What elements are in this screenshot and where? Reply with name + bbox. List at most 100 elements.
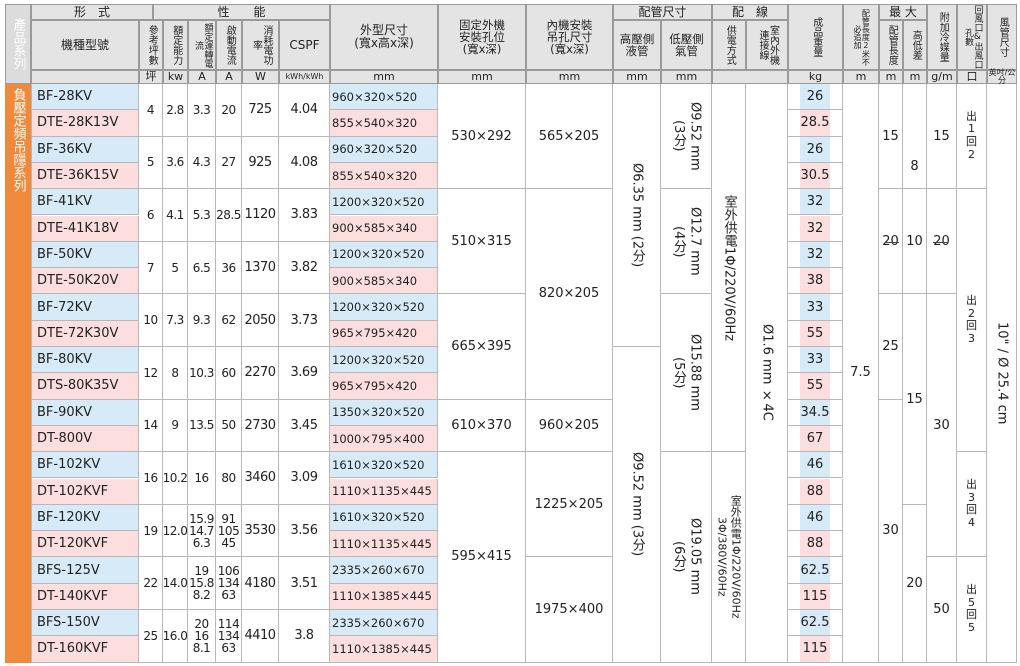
model-cell: DT-160KVF bbox=[31, 636, 139, 663]
weight-cell: 88 bbox=[788, 478, 843, 505]
liquid-pipe-cell: Ø6.35 mm (2分) bbox=[613, 84, 661, 347]
dash-mark bbox=[885, 241, 899, 243]
weight-cell: 32 bbox=[788, 189, 843, 216]
perf-rated-cell: 20 16 8.1 bbox=[188, 610, 216, 663]
perf-cspf-cell: 4.08 bbox=[279, 136, 330, 190]
unit-duct: 英吋/公分 bbox=[987, 67, 1017, 85]
connect-wire-cell-text: Ø1.6 mm ×4C bbox=[759, 324, 775, 422]
perf-cspf-cell: 3.09 bbox=[279, 452, 330, 505]
gas-pipe-cell: Ø9.52 mm (3分) bbox=[661, 84, 712, 190]
unit-liquid: mm bbox=[613, 70, 661, 84]
hang-holes-header: 內機安裝 吊孔尺寸 (寬x深) bbox=[526, 4, 613, 70]
weight-cell: 55 bbox=[788, 373, 843, 400]
weight-cell: 33 bbox=[788, 347, 843, 374]
gas-pipe-cell: Ø15.88 mm (5分) bbox=[661, 294, 712, 453]
perf-cspf-cell: 3.8 bbox=[279, 610, 330, 663]
weight-cell: 67 bbox=[788, 425, 843, 453]
liquid-pipe-cell-text: Ø9.52 mm (3分) bbox=[629, 452, 645, 557]
perf-rated-cell: 10.3 bbox=[188, 347, 216, 400]
model-cell: BF-72KV bbox=[31, 294, 139, 321]
spec-table: 產品系列 負壓定頻吊隱系列 形 式 性 能 機種型號 參考坪數 額定能力 額定運… bbox=[5, 4, 1017, 663]
perf-cap-cell: 16.0 bbox=[163, 610, 188, 663]
fixed-holes-header: 固定外機 安裝孔位 (寬x深) bbox=[438, 4, 526, 70]
gas-pipe-cell: Ø12.7 mm (4分) bbox=[661, 189, 712, 295]
model-cell: BF-36KV bbox=[31, 136, 139, 163]
perf-start-cell: 80 bbox=[216, 452, 242, 505]
fixed-holes-cell: 610×370 bbox=[438, 399, 526, 453]
model-cell: BF-90KV bbox=[31, 399, 139, 426]
perf-cap-cell: 8 bbox=[163, 347, 188, 400]
perf-rated-cell: 15.9 14.7 6.3 bbox=[188, 504, 216, 558]
perf-cspf-cell: 3.69 bbox=[279, 347, 330, 400]
dims-cell: 900×585×340 bbox=[330, 215, 438, 242]
hang-holes-cell: 820×205 bbox=[526, 189, 613, 400]
power-supply-cell-text: 室外供電1Φ/220V/60Hz bbox=[721, 194, 737, 341]
model-cell: DT-120KVF bbox=[31, 531, 139, 558]
liquid-pipe-cell: Ø9.52 mm (3分) bbox=[613, 347, 661, 663]
pipe-max-cell: 25 bbox=[879, 294, 903, 400]
cspf-header: CSPF bbox=[279, 20, 330, 70]
unit-rated: A bbox=[188, 70, 216, 84]
dims-cell: 1110×1135×445 bbox=[330, 478, 438, 505]
weight-cell: 28.5 bbox=[788, 110, 843, 137]
perf-ping-cell: 10 bbox=[139, 294, 163, 347]
unit-wiring-blank bbox=[712, 70, 788, 84]
refrigerant-cell: 15 bbox=[927, 84, 957, 190]
weight-cell: 26 bbox=[788, 136, 843, 163]
perf-power-cell: 3530 bbox=[242, 504, 279, 558]
hang-holes-cell: 1975×400 bbox=[526, 557, 613, 663]
perf-start-cell: 36 bbox=[216, 241, 242, 295]
pipe-max-cell: 15 bbox=[879, 84, 903, 190]
capacity-header: 額定能力 bbox=[163, 20, 188, 70]
perf-power-cell: 3460 bbox=[242, 452, 279, 505]
perf-start-cell: 106 134 63 bbox=[216, 557, 242, 610]
weight-cell: 26 bbox=[788, 84, 843, 111]
refrigerant-header: 附加冷媒量 bbox=[927, 4, 957, 70]
perf-power-cell: 1120 bbox=[242, 189, 279, 242]
weight-cell: 30.5 bbox=[788, 162, 843, 190]
weight-cell: 46 bbox=[788, 504, 843, 532]
weight-cell: 33 bbox=[788, 294, 843, 321]
height-diff-cell: 20 bbox=[903, 504, 927, 663]
dims-cell: 1200×320×520 bbox=[330, 294, 438, 321]
unit-cspf: kWh/kWh bbox=[279, 70, 330, 84]
perf-ping-cell: 16 bbox=[139, 452, 163, 505]
fixed-holes-cell: 595×415 bbox=[438, 452, 526, 663]
model-cell: DTE-72K30V bbox=[31, 320, 139, 347]
weight-cell: 38 bbox=[788, 268, 843, 295]
perf-cap-cell: 7.3 bbox=[163, 294, 188, 347]
unit-pipe-max: m bbox=[879, 70, 903, 84]
perf-cspf-cell: 3.73 bbox=[279, 294, 330, 347]
outline-header: 外型尺寸 (寬x高x深) bbox=[330, 4, 438, 70]
weight-cell: 34.5 bbox=[788, 399, 843, 426]
perf-cap-cell: 2.8 bbox=[163, 84, 188, 137]
height-diff-header: 高低差 bbox=[903, 20, 927, 70]
model-cell: DTS-80K35V bbox=[31, 373, 139, 400]
model-cell: DT-102KVF bbox=[31, 478, 139, 505]
perf-start-cell: 20 bbox=[216, 84, 242, 137]
perf-power-cell: 1370 bbox=[242, 241, 279, 295]
perf-start-cell: 60 bbox=[216, 347, 242, 400]
hang-holes-cell: 960×205 bbox=[526, 399, 613, 453]
perf-cap-cell: 4.1 bbox=[163, 189, 188, 242]
dims-cell: 1000×795×400 bbox=[330, 425, 438, 453]
perf-cap-cell: 5 bbox=[163, 241, 188, 295]
perf-rated-cell: 5.3 bbox=[188, 189, 216, 242]
outlet-cell: 出 1 回 2 bbox=[957, 84, 987, 190]
perf-ping-cell: 12 bbox=[139, 347, 163, 400]
perf-ping-cell: 7 bbox=[139, 241, 163, 295]
dims-cell: 965×795×420 bbox=[330, 373, 438, 400]
perf-cap-cell: 12.0 bbox=[163, 504, 188, 558]
power-supply-3phase-text: 室外供電1Φ/220V/60Hz 3Φ/380V/60Hz bbox=[715, 495, 743, 619]
perf-power-cell: 2050 bbox=[242, 294, 279, 347]
dims-cell: 1610×320×520 bbox=[330, 452, 438, 479]
weight-cell: 115 bbox=[788, 583, 843, 610]
unit-model-blank bbox=[31, 70, 139, 84]
model-cell: DTE-41K18V bbox=[31, 215, 139, 242]
type-group-header: 形 式 bbox=[31, 4, 153, 20]
perf-rated-cell: 3.3 bbox=[188, 84, 216, 137]
unit-refrigerant: g/m bbox=[927, 70, 957, 84]
unit-ping: 坪 bbox=[139, 70, 163, 84]
weight-cell: 115 bbox=[788, 636, 843, 663]
power-supply-cell: 室外供電1Φ/220V/60Hz bbox=[712, 84, 746, 453]
